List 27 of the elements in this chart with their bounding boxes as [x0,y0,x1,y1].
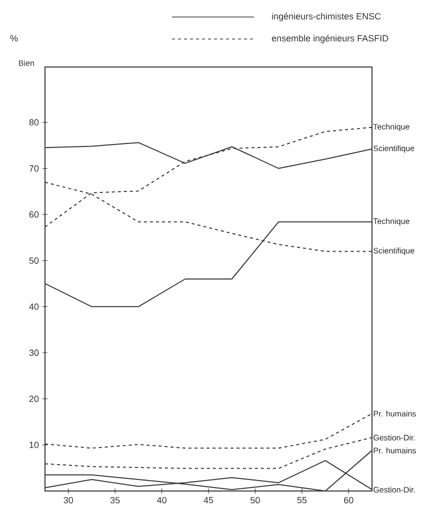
series-label: Technique [373,124,410,132]
y-tick-label: 20 [29,396,39,402]
y-tick-label: 60 [29,211,39,218]
y-tick-label: 70 [29,165,39,172]
series-label: Scientifique [374,145,414,153]
x-tick-label: 55 [297,497,307,504]
series-label: Technique [373,218,410,226]
series-label: Pr. humains [374,447,416,454]
y-tick-label: 10 [30,442,39,448]
y-axis-title: % [10,35,18,42]
x-tick-label: 60 [344,497,354,504]
series-label: Gestion-Dir. [374,486,415,493]
y-tick-label: 80 [29,119,39,126]
x-tick-label: 40 [156,497,166,504]
series-label: Pr. humains [374,410,416,417]
x-tick-label: 50 [250,497,260,504]
x-tick-label: 30 [64,497,74,504]
y-tick-label: 30 [29,350,39,356]
text: Bien [19,60,34,66]
text: ensemble ingénieurs FASFID [272,34,388,44]
y-tick-label: 50 [29,257,39,264]
text: ingénieurs-chimistes ENSC [272,12,381,22]
series-label: Scientifique [374,248,414,256]
series-label: Gestion-Dir. [374,434,415,440]
x-tick-label: 45 [204,497,214,504]
y-tick-label: 40 [29,303,39,310]
x-tick-label: 35 [110,497,120,504]
